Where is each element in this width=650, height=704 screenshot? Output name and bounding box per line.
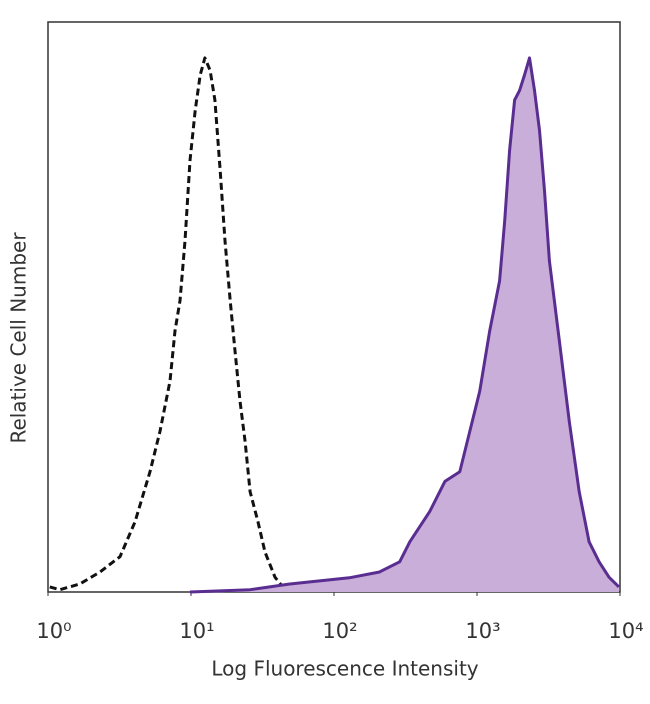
x-tick-label: 10⁴ <box>608 619 643 643</box>
y-axis-label: Relative Cell Number <box>7 232 31 444</box>
x-tick-label: 10³ <box>465 619 500 643</box>
x-tick-label: 10² <box>322 619 357 643</box>
x-tick-label: 10¹ <box>179 619 214 643</box>
x-axis-label: Log Fluorescence Intensity <box>211 657 478 681</box>
x-tick-label: 10⁰ <box>36 619 71 643</box>
histogram-area <box>189 57 619 592</box>
histogram-line <box>189 56 620 594</box>
histogram-line <box>49 56 287 592</box>
